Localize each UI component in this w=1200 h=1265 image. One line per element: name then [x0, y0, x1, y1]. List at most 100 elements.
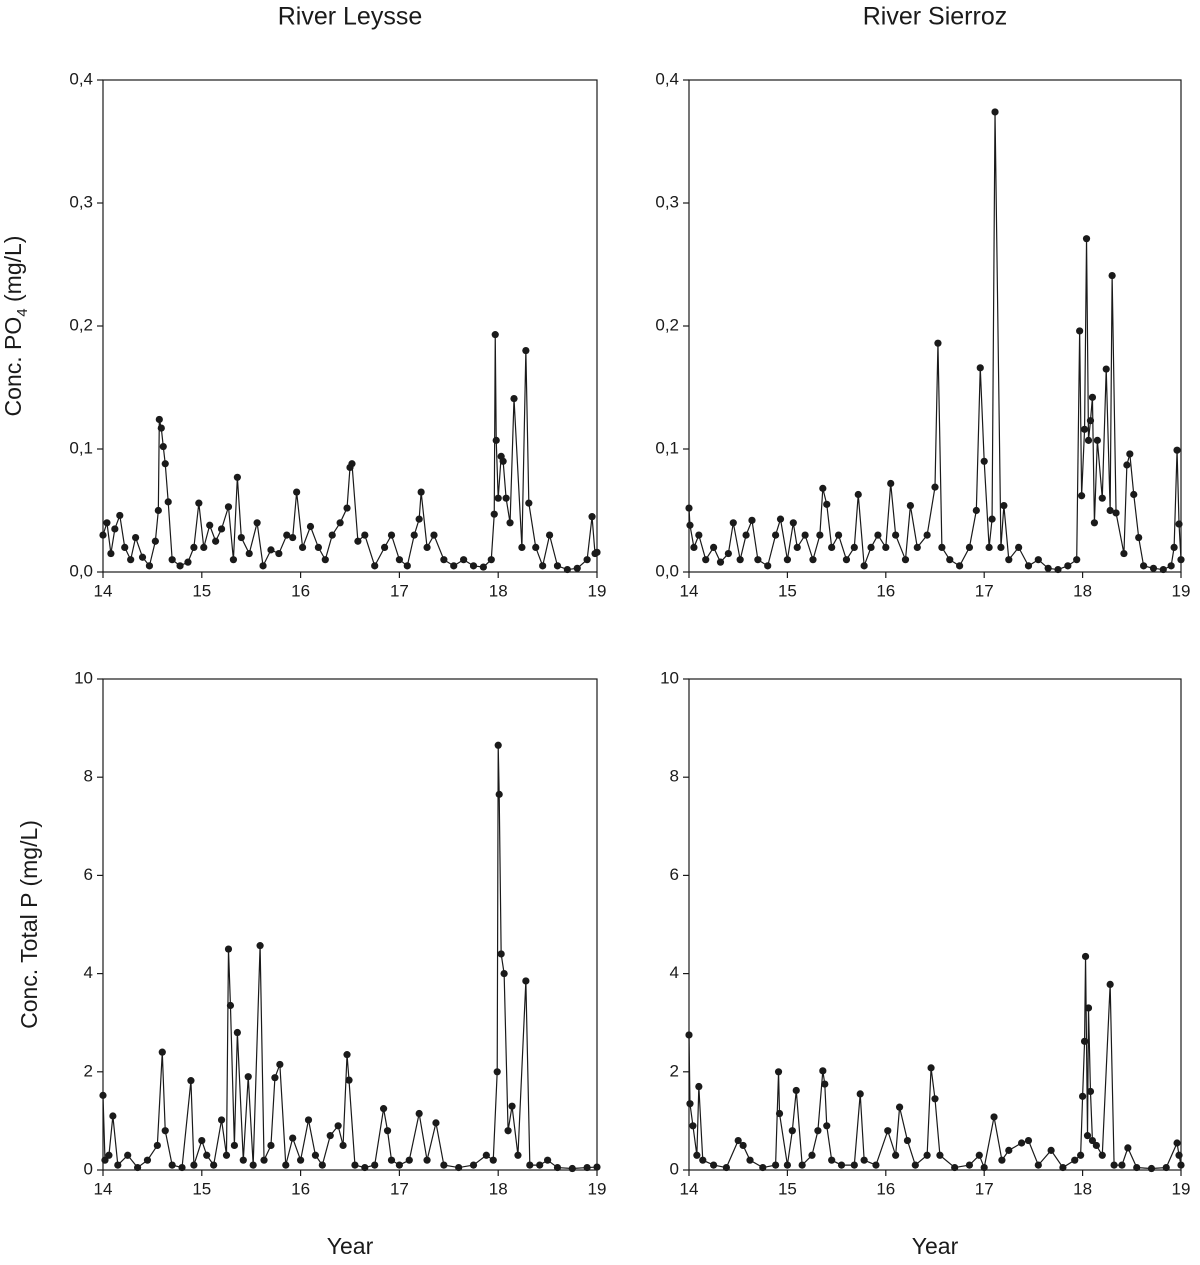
data-point	[1000, 501, 1008, 510]
data-point	[283, 531, 291, 539]
data-point	[1098, 1151, 1106, 1159]
data-point	[253, 519, 261, 527]
data-point	[764, 562, 772, 570]
data-point	[927, 1064, 935, 1072]
data-point	[593, 548, 601, 556]
data-point	[923, 1151, 931, 1159]
data-point	[348, 460, 356, 468]
data-point	[237, 533, 245, 542]
data-point	[923, 531, 931, 539]
data-point	[532, 543, 540, 552]
y-tick-label: 2	[670, 1061, 679, 1080]
data-point	[158, 1048, 166, 1056]
data-point	[936, 1151, 944, 1159]
data-point	[217, 1116, 226, 1124]
data-point	[545, 531, 554, 539]
y-axis-label-part: Conc. Total P (mg/L)	[16, 820, 42, 1029]
x-tick-label: 17	[975, 581, 994, 600]
panel: 0 2 4 6 8 10 14 15 16 17 18 19 Year	[660, 668, 1190, 1259]
data-point	[249, 1161, 257, 1169]
data-point	[1088, 393, 1097, 401]
data-point	[318, 1161, 326, 1169]
data-point	[469, 1161, 478, 1169]
data-point	[321, 556, 329, 564]
data-point	[823, 1122, 831, 1130]
x-tick-label: 18	[489, 1179, 508, 1198]
data-point	[1054, 565, 1062, 574]
data-point	[1071, 1156, 1079, 1164]
data-point	[127, 556, 135, 564]
data-point	[1147, 1164, 1156, 1173]
data-point	[114, 1161, 122, 1169]
data-point	[776, 515, 785, 523]
data-point	[395, 1161, 403, 1169]
y-tick-label: 0	[84, 1159, 93, 1178]
data-point	[1159, 565, 1167, 574]
data-point	[573, 564, 581, 572]
data-point	[951, 1163, 959, 1172]
data-point	[972, 506, 980, 515]
data-point	[1173, 1139, 1181, 1147]
data-point	[275, 549, 283, 558]
data-point	[423, 543, 431, 552]
data-point	[297, 1156, 305, 1164]
data-point	[343, 1051, 351, 1059]
data-point	[1015, 543, 1023, 552]
x-tick-label: 16	[291, 1179, 310, 1198]
data-point	[124, 1151, 132, 1159]
data-point	[965, 1161, 974, 1169]
data-point	[526, 1161, 534, 1169]
data-point	[997, 543, 1005, 552]
x-tick-label: 17	[975, 1179, 994, 1198]
data-point	[200, 543, 208, 552]
data-point	[775, 1109, 784, 1118]
y-tick-label: 0,0	[655, 561, 679, 580]
data-point	[739, 1141, 747, 1150]
y-tick-label: 8	[84, 767, 93, 786]
data-point	[489, 1156, 497, 1164]
data-point	[143, 1156, 152, 1164]
data-point	[884, 1127, 892, 1135]
data-point	[417, 488, 425, 496]
data-point	[311, 1151, 320, 1159]
data-point	[1076, 327, 1084, 335]
data-point	[222, 1151, 231, 1159]
y-axis-label-part: Conc. PO	[0, 317, 26, 417]
data-point	[710, 1161, 718, 1169]
data-point	[746, 1156, 754, 1164]
x-axis-label: Year	[912, 1233, 959, 1259]
data-point	[107, 549, 115, 558]
data-point	[1084, 436, 1093, 444]
panel: 0,0 0,1 0,2 0,3 0,4 14 15 16 17 18 19 River Leysse C…	[0, 3, 606, 601]
data-point	[440, 556, 448, 564]
data-point	[1047, 1146, 1055, 1154]
data-point	[159, 442, 167, 451]
data-point	[1106, 980, 1114, 989]
data-point	[828, 543, 836, 552]
data-point	[157, 424, 165, 432]
data-point	[289, 533, 297, 542]
x-tick-label: 19	[1172, 581, 1191, 600]
data-point	[326, 1132, 334, 1140]
data-point	[450, 562, 458, 570]
data-point	[887, 479, 895, 488]
data-point	[1084, 1004, 1093, 1012]
data-point	[187, 1077, 195, 1085]
data-point	[1092, 1141, 1100, 1150]
data-point	[771, 1161, 780, 1169]
data-point	[161, 1127, 169, 1135]
data-point	[1017, 1139, 1026, 1147]
y-axis-label-part: (mg/L)	[0, 236, 26, 309]
data-point	[525, 499, 533, 507]
data-point	[1080, 1037, 1089, 1045]
data-point	[819, 484, 827, 492]
data-point	[553, 1163, 562, 1172]
y-tick-label: 0,2	[69, 315, 93, 334]
data-point	[976, 364, 984, 372]
data-point	[1133, 1163, 1141, 1172]
data-point	[938, 543, 946, 552]
plot-frame	[688, 678, 1182, 1171]
data-point	[495, 790, 503, 798]
data-point	[842, 556, 851, 564]
